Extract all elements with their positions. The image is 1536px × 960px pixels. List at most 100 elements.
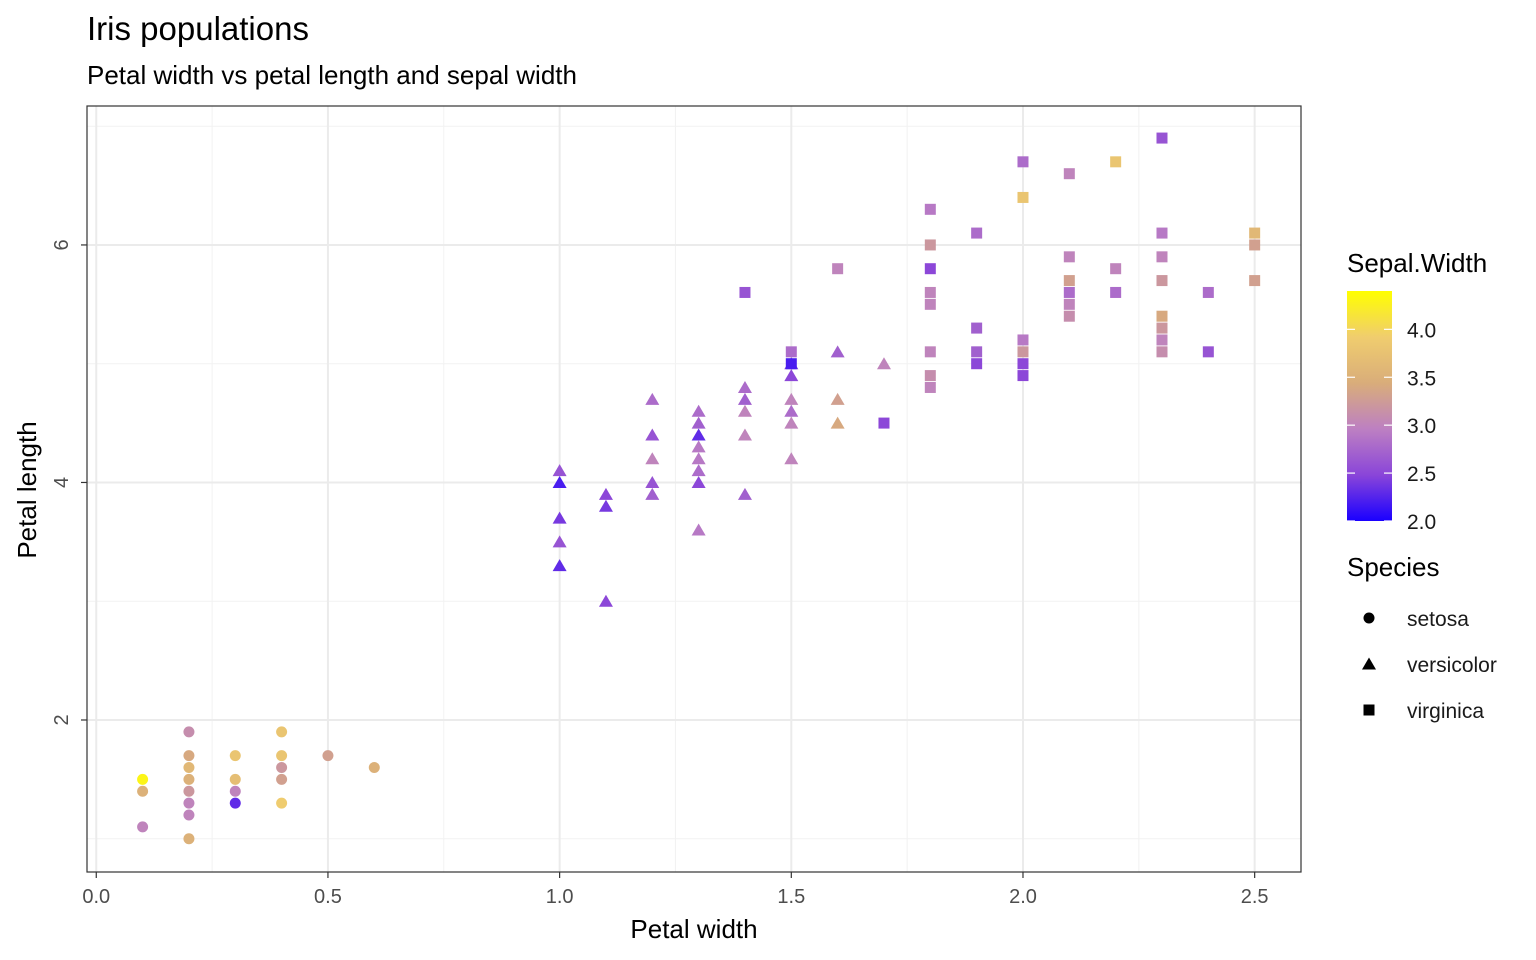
virginica-point bbox=[971, 322, 983, 334]
color-legend-title: Sepal.Width bbox=[1347, 248, 1487, 278]
y-tick-label: 4 bbox=[51, 477, 73, 488]
virginica-point bbox=[971, 346, 983, 358]
versicolor-point bbox=[830, 392, 845, 405]
setosa-point bbox=[276, 761, 288, 773]
versicolor-point bbox=[691, 475, 706, 488]
x-tick-label: 0.0 bbox=[82, 886, 110, 908]
setosa-point bbox=[183, 773, 195, 785]
virginica-point bbox=[924, 203, 936, 215]
setosa-point bbox=[183, 726, 195, 738]
virginica-point bbox=[878, 417, 890, 429]
colorbar-label: 2.0 bbox=[1407, 511, 1436, 534]
colorbar-label: 4.0 bbox=[1407, 319, 1436, 342]
virginica-point bbox=[1249, 227, 1261, 239]
setosa-point bbox=[322, 750, 334, 762]
versicolor-point bbox=[830, 416, 845, 429]
virginica-point bbox=[785, 358, 797, 370]
virginica-point bbox=[924, 263, 936, 275]
versicolor-point bbox=[552, 475, 567, 488]
colorbar-label: 3.0 bbox=[1407, 415, 1436, 438]
virginica-point bbox=[1063, 310, 1075, 322]
legend-entry-versicolor: versicolor bbox=[1407, 654, 1497, 677]
virginica-point bbox=[924, 239, 936, 251]
virginica-point bbox=[1156, 334, 1168, 346]
versicolor-point bbox=[830, 345, 845, 358]
setosa-point bbox=[183, 750, 195, 762]
virginica-point bbox=[1017, 346, 1029, 358]
colorbar bbox=[1347, 291, 1392, 521]
versicolor-point bbox=[691, 440, 706, 453]
setosa-point bbox=[137, 785, 149, 797]
versicolor-point bbox=[737, 392, 752, 405]
setosa-point bbox=[137, 821, 149, 833]
versicolor-point bbox=[691, 523, 706, 536]
virginica-point bbox=[924, 370, 936, 382]
virginica-point bbox=[1156, 346, 1168, 358]
versicolor-point bbox=[645, 452, 660, 465]
versicolor-point bbox=[645, 428, 660, 441]
virginica-point bbox=[1156, 132, 1168, 144]
versicolor-point bbox=[784, 404, 799, 417]
versicolor-point bbox=[737, 428, 752, 441]
versicolor-point bbox=[737, 487, 752, 500]
setosa-point bbox=[183, 833, 195, 845]
y-tick-label: 2 bbox=[51, 714, 73, 725]
setosa-point bbox=[229, 750, 241, 762]
x-tick-label: 2.0 bbox=[1009, 886, 1037, 908]
setosa-point bbox=[368, 761, 380, 773]
panel-background bbox=[87, 106, 1301, 872]
versicolor-point bbox=[645, 392, 660, 405]
versicolor-point bbox=[691, 452, 706, 465]
versicolor-point bbox=[552, 464, 567, 477]
virginica-point bbox=[1017, 358, 1029, 370]
x-tick-label: 0.5 bbox=[314, 886, 342, 908]
chart-title: Iris populations bbox=[87, 10, 309, 47]
y-tick-label: 6 bbox=[51, 239, 73, 250]
legend-entry-virginica: virginica bbox=[1407, 700, 1484, 723]
panel-border bbox=[86, 105, 1302, 873]
legend: Sepal.Width Species 2.0 2.5 3.0 3.5 4.0 setos… bbox=[1347, 248, 1497, 723]
versicolor-point bbox=[784, 369, 799, 382]
versicolor-point bbox=[876, 357, 891, 370]
data-points bbox=[137, 132, 1261, 845]
versicolor-point bbox=[645, 475, 660, 488]
virginica-point bbox=[739, 286, 751, 298]
virginica-point bbox=[1202, 346, 1214, 358]
virginica-point bbox=[1156, 227, 1168, 239]
legend-triangle-key bbox=[1362, 657, 1376, 670]
virginica-point bbox=[1063, 168, 1075, 180]
axes: 0.0 0.5 1.0 1.5 2.0 2.5 2 4 6 bbox=[51, 239, 1269, 908]
virginica-point bbox=[1156, 322, 1168, 334]
virginica-point bbox=[1110, 286, 1122, 298]
virginica-point bbox=[1249, 239, 1261, 251]
colorbar-label: 2.5 bbox=[1407, 463, 1436, 486]
virginica-point bbox=[971, 358, 983, 370]
y-axis-title: Petal length bbox=[12, 421, 42, 558]
versicolor-point bbox=[552, 511, 567, 524]
setosa-point bbox=[276, 797, 288, 809]
setosa-point bbox=[183, 785, 195, 797]
virginica-point bbox=[924, 286, 936, 298]
legend-entry-setosa: setosa bbox=[1407, 608, 1469, 631]
versicolor-point bbox=[645, 487, 660, 500]
virginica-point bbox=[785, 346, 797, 358]
virginica-point bbox=[1017, 334, 1029, 346]
virginica-point bbox=[1110, 156, 1122, 168]
legend-square-key bbox=[1363, 704, 1375, 716]
setosa-point bbox=[183, 761, 195, 773]
colorbar-label: 3.5 bbox=[1407, 367, 1436, 390]
virginica-point bbox=[1017, 370, 1029, 382]
x-axis-title: Petal width bbox=[630, 914, 757, 944]
x-tick-label: 1.5 bbox=[777, 886, 805, 908]
x-tick-label: 2.5 bbox=[1241, 886, 1269, 908]
setosa-point bbox=[229, 773, 241, 785]
versicolor-point bbox=[784, 416, 799, 429]
virginica-point bbox=[924, 298, 936, 310]
panel-frame bbox=[86, 105, 1302, 873]
virginica-point bbox=[1110, 263, 1122, 275]
legend-circle-key bbox=[1363, 612, 1375, 624]
virginica-point bbox=[1063, 275, 1075, 287]
virginica-point bbox=[1202, 286, 1214, 298]
setosa-point bbox=[276, 750, 288, 762]
virginica-point bbox=[1249, 275, 1261, 287]
